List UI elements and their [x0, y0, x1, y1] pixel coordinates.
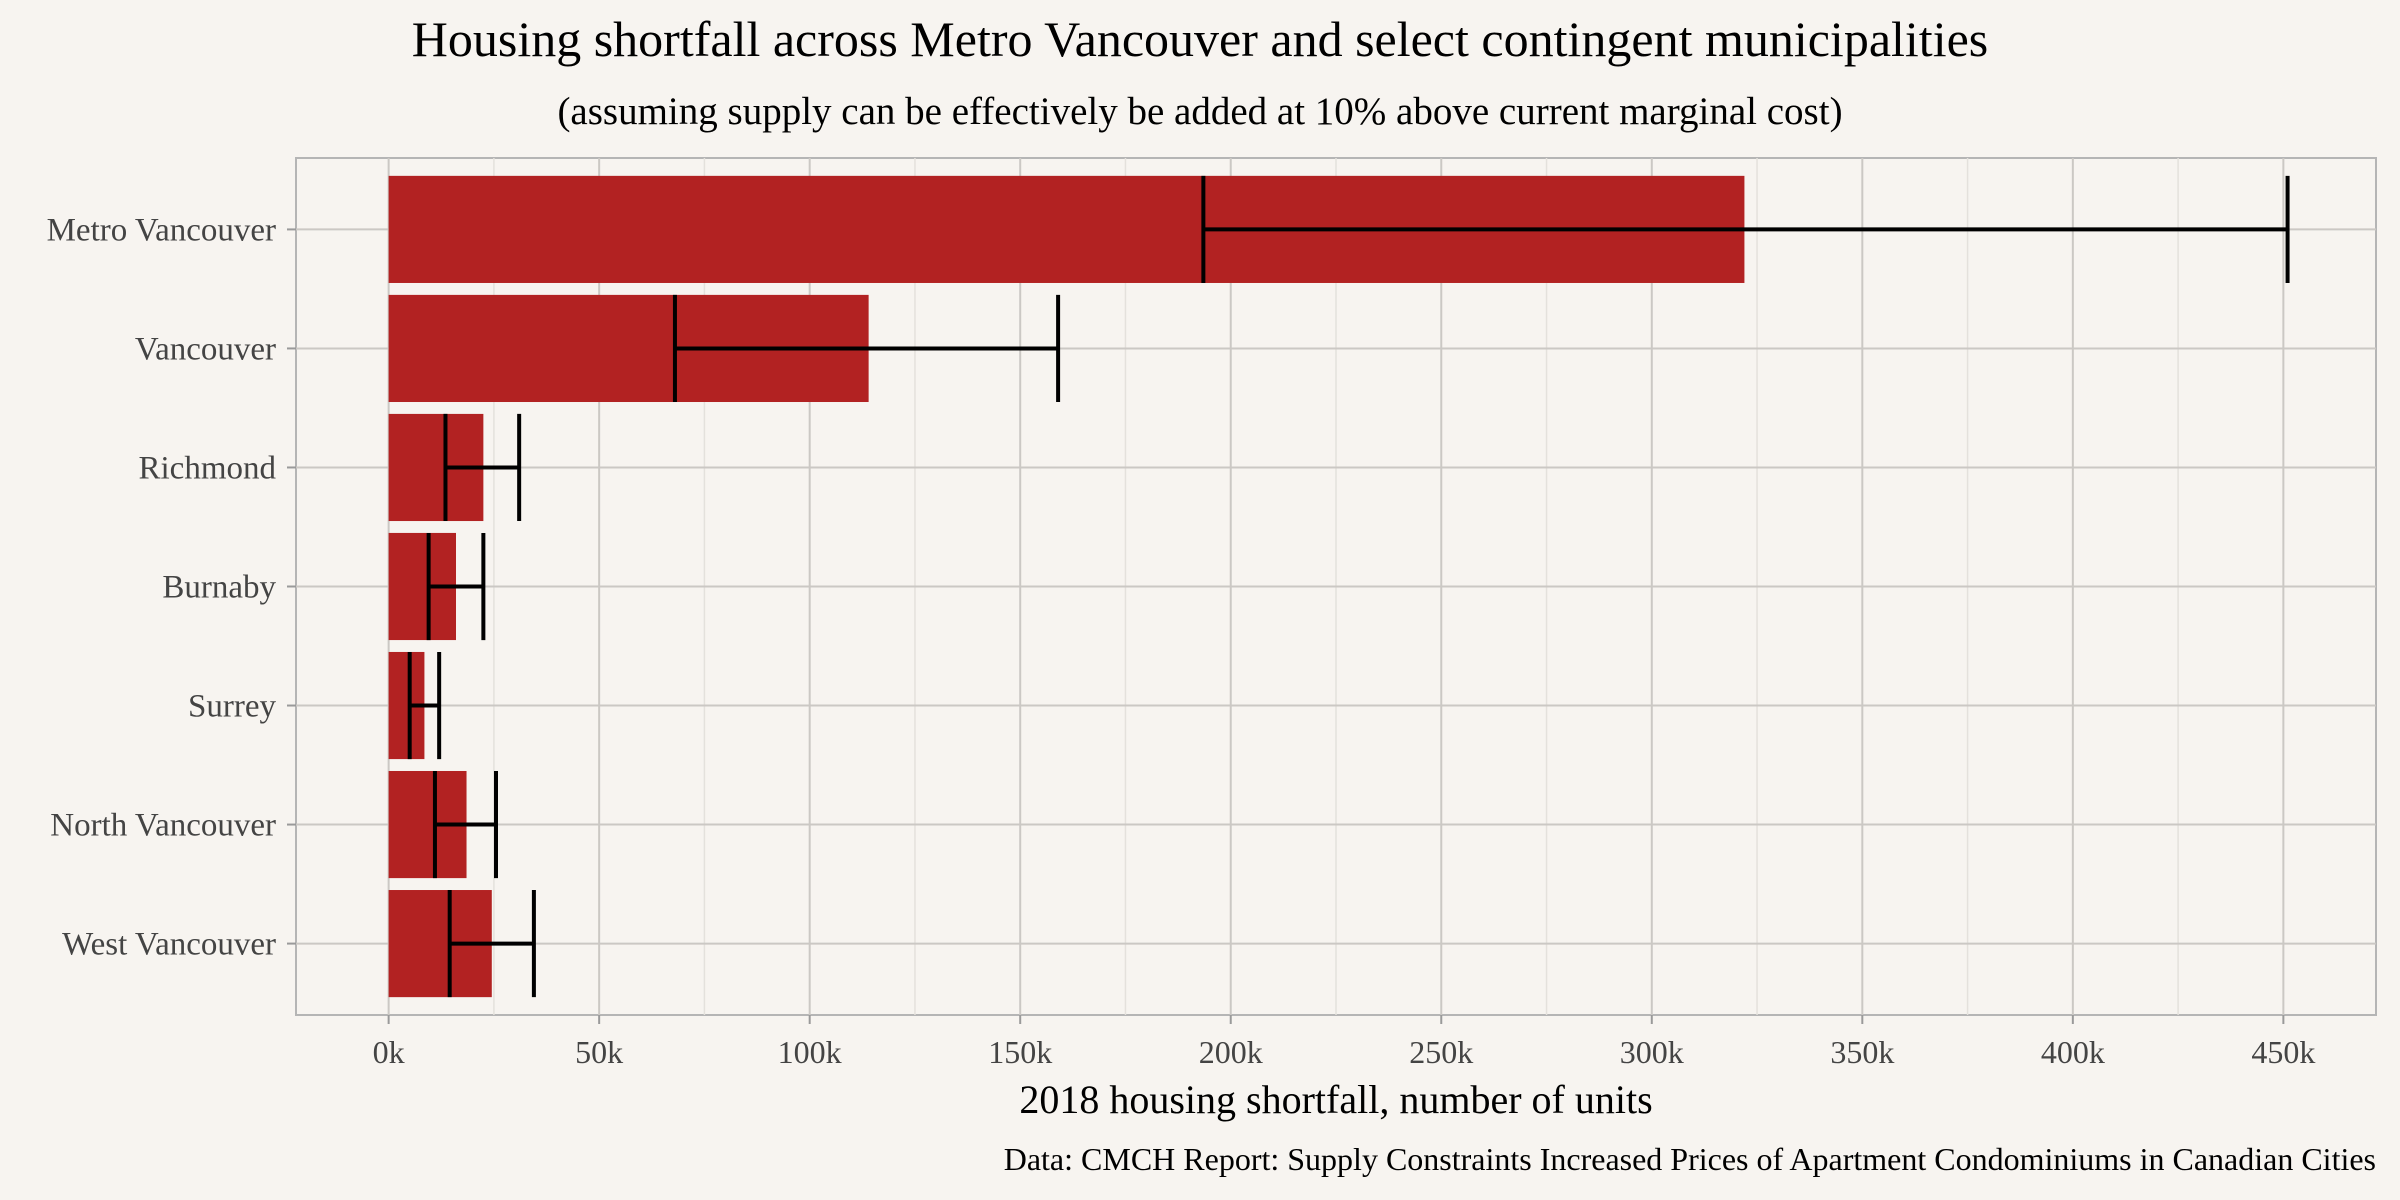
y-tick-label: Metro Vancouver	[47, 212, 276, 248]
x-tick-label: 200k	[1199, 1034, 1263, 1070]
chart-subtitle: (assuming supply can be effectively be a…	[557, 90, 1842, 133]
x-tick-label: 350k	[1830, 1034, 1894, 1070]
y-tick-label: Burnaby	[162, 570, 276, 606]
x-tick-label: 300k	[1620, 1034, 1684, 1070]
y-axis: Metro Vancouver Vancouver Richmond Burnaby S…	[47, 212, 296, 963]
error-bars	[407, 175, 2290, 998]
x-axis-label: 2018 housing shortfall, number of units	[1019, 1077, 1652, 1122]
y-tick-label: West Vancouver	[62, 927, 276, 963]
x-tick-label: 250k	[1409, 1034, 1473, 1070]
y-tick-label: Surrey	[188, 689, 276, 725]
x-tick-label: 100k	[778, 1034, 842, 1070]
x-tick-label: 400k	[2041, 1034, 2105, 1070]
chart-title: Housing shortfall across Metro Vancouver…	[412, 11, 1988, 67]
chart-caption: Data: CMCH Report: Supply Constraints In…	[1004, 1141, 2376, 1177]
x-tick-label: 450k	[2251, 1034, 2315, 1070]
x-axis: 0k 50k 100k 150k 200k 250k 300k 350k 400k 450k	[373, 1015, 2315, 1070]
x-tick-label: 50k	[575, 1034, 623, 1070]
y-tick-label: Richmond	[139, 450, 277, 486]
x-tick-label: 150k	[988, 1034, 1052, 1070]
x-tick-label: 0k	[373, 1034, 405, 1070]
y-tick-label: North Vancouver	[50, 808, 276, 844]
y-tick-label: Vancouver	[135, 331, 276, 367]
